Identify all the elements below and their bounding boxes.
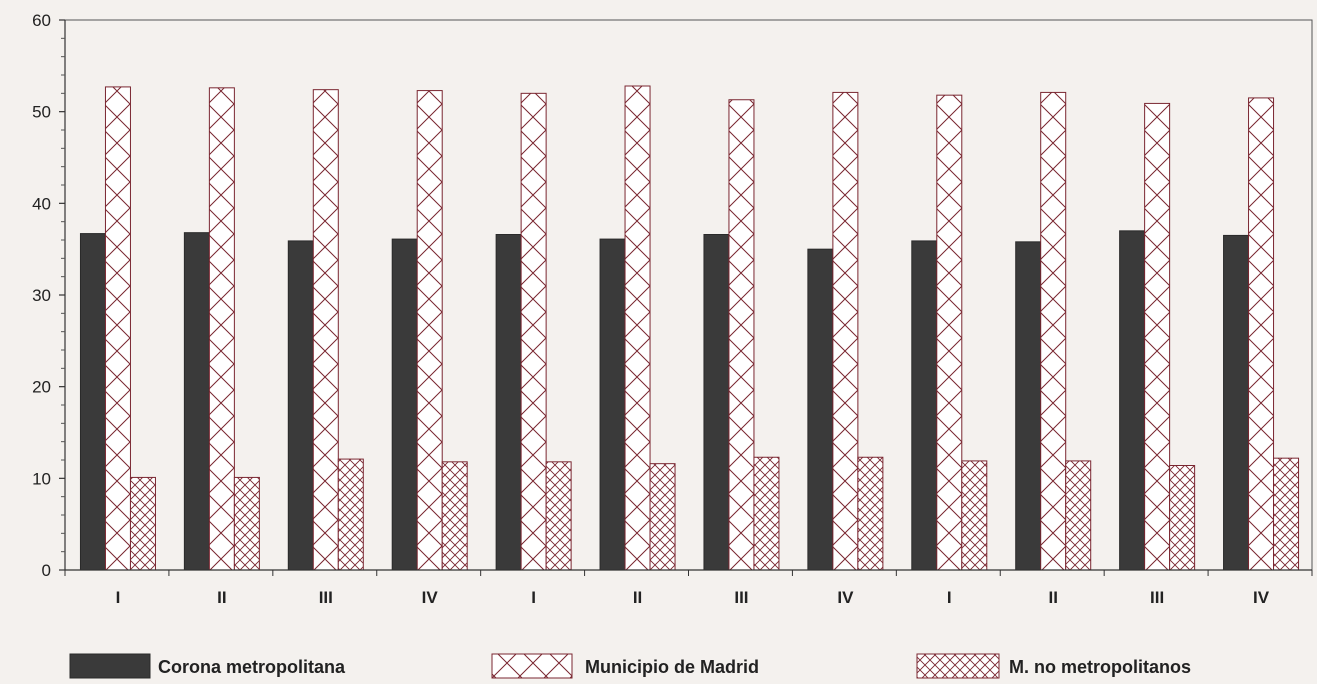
legend-swatch-no-metro: [916, 653, 1000, 679]
bar-no-metro: [441, 461, 468, 571]
x-tick-label: I: [116, 588, 121, 607]
x-tick-label: III: [319, 588, 333, 607]
bar-no-metro: [129, 476, 156, 571]
bar-corona: [287, 240, 314, 571]
x-tick-label: I: [531, 588, 536, 607]
bar-no-metro: [233, 476, 260, 571]
y-tick-label: 20: [32, 378, 51, 397]
legend-swatch-municipio: [491, 653, 573, 679]
bar-corona: [1119, 230, 1146, 571]
x-tick-label: IV: [1253, 588, 1270, 607]
y-tick-label: 10: [32, 469, 51, 488]
bar-municipio: [416, 90, 443, 571]
legend-label-no-metro: M. no metropolitanos: [1009, 657, 1191, 677]
x-tick-label: III: [734, 588, 748, 607]
x-tick-label: II: [633, 588, 642, 607]
plot-frame: [65, 19, 1313, 570]
bar-corona: [79, 233, 106, 571]
bar-no-metro: [857, 456, 884, 571]
bar-municipio: [832, 91, 859, 571]
legend-label-municipio: Municipio de Madrid: [585, 657, 759, 677]
bar-municipio: [624, 85, 651, 571]
bar-municipio: [1040, 91, 1067, 571]
bar-corona: [495, 234, 522, 571]
bar-municipio: [312, 89, 339, 571]
legend-label-corona: Corona metropolitana: [158, 657, 346, 677]
bar-corona: [391, 238, 418, 571]
y-tick-label: 0: [42, 561, 51, 580]
legend-swatch-corona: [69, 653, 151, 679]
bar-no-metro: [1065, 460, 1092, 571]
bar-no-metro: [753, 456, 780, 571]
bar-corona: [807, 248, 834, 571]
y-tick-label: 40: [32, 194, 51, 213]
bar-corona: [911, 240, 938, 571]
bar-corona: [703, 234, 730, 571]
bar-no-metro: [1169, 465, 1196, 571]
bar-no-metro: [545, 461, 572, 571]
x-tick-label: II: [217, 588, 226, 607]
x-tick-label: I: [947, 588, 952, 607]
bar-municipio: [520, 92, 547, 571]
bar-municipio: [104, 86, 131, 571]
y-tick-label: 50: [32, 103, 51, 122]
y-tick-label: 30: [32, 286, 51, 305]
bar-municipio: [1144, 102, 1171, 571]
bar-municipio: [728, 99, 755, 571]
bar-no-metro: [1273, 457, 1300, 571]
x-tick-label: IV: [422, 588, 439, 607]
bar-corona: [599, 238, 626, 571]
bar-corona: [1015, 241, 1042, 571]
bar-no-metro: [961, 460, 988, 571]
bar-no-metro: [649, 463, 676, 571]
bar-no-metro: [337, 458, 364, 571]
bar-corona: [1223, 234, 1250, 571]
bar-municipio: [936, 94, 963, 571]
bar-municipio: [1248, 97, 1275, 571]
bar-corona: [183, 232, 210, 571]
y-tick-label: 60: [32, 11, 51, 30]
x-tick-label: II: [1048, 588, 1057, 607]
bar-municipio: [208, 87, 235, 571]
x-tick-label: IV: [837, 588, 854, 607]
x-tick-label: III: [1150, 588, 1164, 607]
